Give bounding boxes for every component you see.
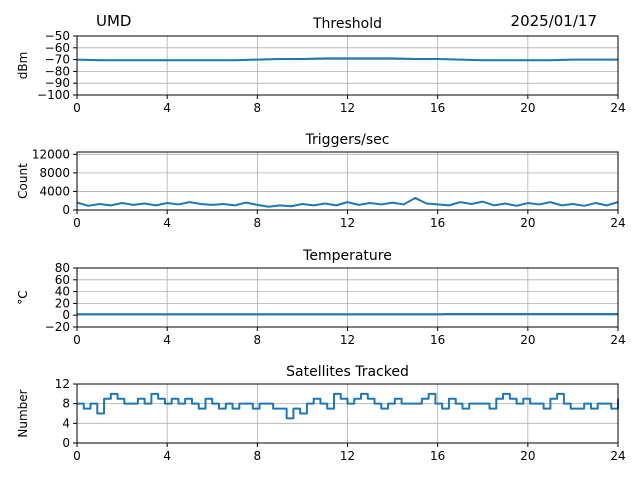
- date-label: 2025/01/17: [510, 12, 597, 30]
- x-tick-label: 16: [430, 449, 445, 463]
- chart-title-triggers: Triggers/sec: [305, 132, 390, 148]
- x-tick-label: 20: [520, 333, 535, 347]
- x-tick-label: 20: [520, 216, 535, 230]
- chart-title-satellites: Satellites Tracked: [286, 364, 409, 380]
- y-tick-label: −90: [45, 76, 70, 90]
- panel-satellites: 0 4 8 12 16 20 24 0 4 8 12 Satellites Tracked Number: [16, 364, 626, 463]
- y-tick-label: −60: [45, 41, 70, 55]
- x-tick-label: 20: [520, 101, 535, 115]
- y-tick-label: 20: [55, 296, 70, 310]
- y-tick-label: 12: [55, 377, 70, 391]
- x-tick-label: 0: [73, 449, 81, 463]
- x-tick-label: 0: [73, 101, 81, 115]
- y-tick-label: 8: [62, 397, 70, 411]
- y-tick-label: −20: [45, 320, 70, 334]
- x-tick-label: 16: [430, 101, 445, 115]
- x-tick-label: 0: [73, 216, 81, 230]
- x-tick-label: 12: [340, 333, 355, 347]
- y-tick-label: −100: [37, 88, 70, 102]
- x-tick-label: 4: [163, 333, 171, 347]
- x-tick-label: 24: [610, 101, 625, 115]
- y-tick-label: 4: [62, 416, 70, 430]
- x-tick-label: 8: [254, 216, 262, 230]
- x-tick-label: 0: [73, 333, 81, 347]
- series-line-threshold: [76, 57, 618, 62]
- x-tick-label: 4: [163, 449, 171, 463]
- y-axis-label-satellites: Number: [16, 389, 30, 437]
- series-line-satellites: [77, 392, 619, 420]
- y-axis-label-triggers: Count: [16, 163, 30, 199]
- x-tick-label: 24: [610, 216, 625, 230]
- panel-threshold: 0 4 8 12 16 20 24 −50−60−70−80−90−100 Threshold d…: [16, 16, 626, 115]
- y-tick-label: 0: [62, 203, 70, 217]
- panel-triggers: 0 4 8 12 16 20 24 0 4000 8000 12000 Triggers/sec Cou…: [16, 132, 626, 230]
- y-tick-label: −50: [45, 29, 70, 43]
- x-tick-label: 24: [610, 333, 625, 347]
- y-tick-label: −80: [45, 64, 70, 78]
- chart-title-threshold: Threshold: [312, 16, 382, 32]
- y-tick-label: 0: [62, 308, 70, 322]
- series-line-triggers: [76, 196, 619, 208]
- x-tick-label: 12: [340, 449, 355, 463]
- x-tick-label: 8: [254, 449, 262, 463]
- chart-title-temperature: Temperature: [302, 248, 392, 264]
- y-tick-label: 80: [55, 261, 70, 275]
- y-axis-label-temperature: °C: [16, 290, 30, 304]
- x-tick-label: 12: [340, 216, 355, 230]
- x-tick-label: 8: [254, 333, 262, 347]
- y-tick-label: 8000: [39, 166, 70, 180]
- x-tick-label: 24: [610, 449, 625, 463]
- y-tick-label: 12000: [32, 147, 70, 161]
- y-tick-label: 60: [55, 273, 70, 287]
- y-tick-label: 40: [55, 285, 70, 299]
- x-tick-label: 4: [163, 101, 171, 115]
- y-tick-label: 0: [62, 436, 70, 450]
- y-tick-label: −70: [45, 53, 70, 67]
- x-tick-label: 16: [430, 216, 445, 230]
- x-tick-label: 8: [254, 101, 262, 115]
- y-axis-label-threshold: dBm: [16, 52, 30, 80]
- x-tick-label: 12: [340, 101, 355, 115]
- y-tick-label: 4000: [39, 184, 70, 198]
- x-tick-label: 20: [520, 449, 535, 463]
- x-tick-label: 4: [163, 216, 171, 230]
- site-label: UMD: [96, 12, 132, 30]
- x-tick-label: 16: [430, 333, 445, 347]
